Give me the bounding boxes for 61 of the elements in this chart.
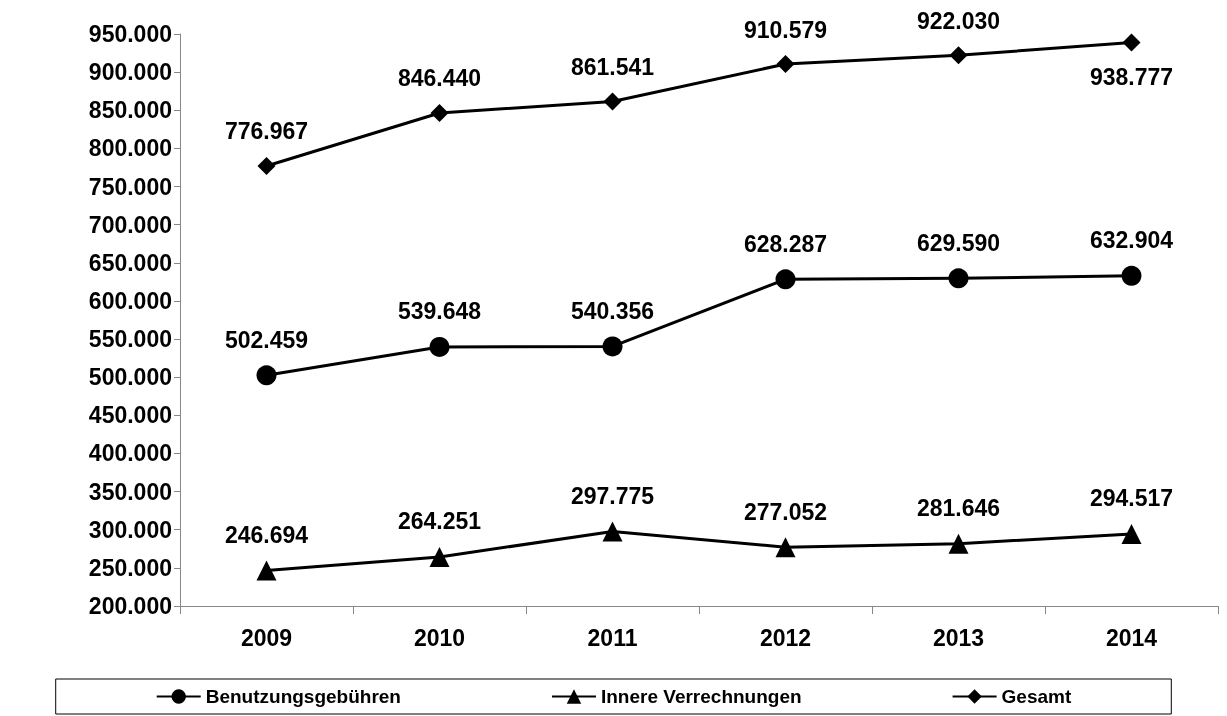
point	[603, 92, 622, 111]
point	[776, 55, 795, 74]
data-label: 277.052	[743, 498, 828, 525]
data-label: 922.030	[916, 7, 1001, 34]
y-tick-label: 200.000	[88, 593, 172, 619]
y-tick-label: 550.000	[88, 326, 172, 353]
data-label: 539.648	[397, 298, 482, 325]
legend-label: Gesamt	[1001, 686, 1072, 707]
y-tick-label: 300.000	[88, 516, 172, 543]
point	[257, 156, 276, 175]
data-label: 910.579	[743, 16, 828, 43]
point	[775, 269, 796, 290]
data-label: 776.967	[224, 118, 309, 145]
x-tick-label: 2012	[759, 624, 812, 651]
x-tick-label: 2013	[932, 624, 985, 651]
data-label: 281.646	[916, 495, 1001, 522]
point	[256, 365, 277, 386]
y-tick-label: 500.000	[88, 364, 172, 391]
data-label: 246.694	[224, 521, 309, 548]
point	[948, 268, 969, 289]
y-tick-label: 250.000	[88, 554, 172, 581]
y-tick-label: 600.000	[88, 287, 172, 314]
y-tick-label: 900.000	[88, 59, 172, 86]
data-label: 294.517	[1089, 485, 1174, 512]
x-tick-label: 2011	[587, 624, 638, 651]
x-tick-label: 2010	[413, 624, 466, 651]
data-label: 632.904	[1089, 227, 1174, 254]
data-label: 297.775	[570, 482, 655, 509]
point	[1122, 33, 1141, 52]
y-tick-label: 700.000	[88, 211, 172, 238]
y-tick-label: 750.000	[88, 173, 172, 200]
data-label: 628.287	[743, 230, 828, 257]
data-label: 264.251	[397, 508, 482, 535]
y-tick-label: 400.000	[88, 440, 172, 467]
data-label: 629.590	[916, 229, 1001, 256]
x-tick-label: 2009	[240, 624, 293, 651]
point	[775, 537, 796, 558]
y-tick-label: 450.000	[88, 402, 172, 429]
point	[430, 103, 449, 122]
y-tick-label: 850.000	[88, 97, 172, 124]
legend-label: Innere Verrechnungen	[600, 686, 802, 707]
point	[949, 46, 968, 65]
y-tick-label: 950.000	[88, 21, 172, 47]
data-label: 938.777	[1089, 64, 1174, 91]
y-tick-label: 350.000	[88, 478, 172, 505]
data-label: 540.356	[570, 297, 655, 324]
legend-label: Benutzungsgebühren	[205, 686, 401, 707]
y-tick-label: 800.000	[88, 135, 172, 162]
point	[602, 336, 623, 357]
point	[429, 336, 450, 357]
point	[256, 560, 277, 581]
x-tick-label: 2014	[1105, 624, 1158, 651]
data-label: 861.541	[570, 53, 655, 80]
point	[602, 521, 623, 542]
point	[1121, 523, 1142, 544]
data-label: 502.459	[224, 326, 309, 353]
point	[429, 547, 450, 567]
point	[1121, 265, 1142, 286]
data-label: 846.440	[397, 65, 482, 92]
point	[948, 533, 969, 554]
y-tick-label: 650.000	[88, 249, 172, 276]
